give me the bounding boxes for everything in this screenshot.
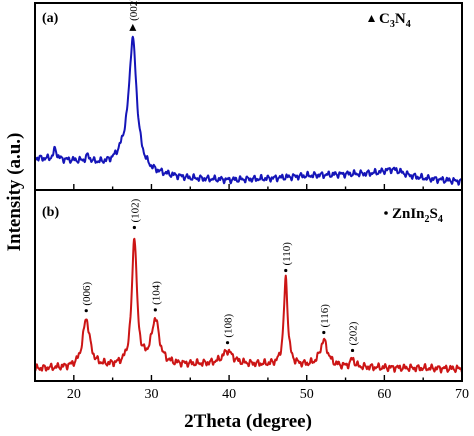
peak-label: (104) [150,281,162,305]
legend-a-mid: N [395,11,406,27]
x-tick-labels: 20 30 40 50 60 70 [67,387,469,402]
panel-b-legend: ZnIn2S4 [384,206,443,225]
peak-dot-marker [132,225,136,230]
legend-b-label: ZnIn [392,206,425,222]
xrd-curve-a [34,35,463,186]
x-tick-label: 70 [455,387,469,402]
peak-dot-marker [153,308,157,312]
peak-dot-marker [225,341,230,345]
panel-b-trace [34,237,463,374]
peak-label: (116) [319,304,331,328]
peak-label: (202) [348,321,360,345]
x-tick-label: 60 [377,387,391,402]
peak-label: (006) [81,282,93,306]
y-axis-label: Intensity (a.u.) [4,133,25,252]
peak-label: (108) [223,314,235,338]
x-tick-label: 50 [300,387,314,402]
legend-b-mid: S [430,206,438,222]
peak-label: (002) [128,0,140,21]
legend-a-sub2: 4 [406,19,411,30]
svg-text:C3N4: C3N4 [379,11,411,30]
xrd-curve-b [34,237,463,374]
x-tick-label: 40 [222,387,236,402]
peak-dot-marker [322,330,326,335]
panel-b-frame [34,189,463,382]
x-tick-label: 20 [67,387,81,402]
peak-label: (102) [129,198,141,222]
panel-a-annotations: (002) [128,0,140,31]
peak-triangle-marker [129,23,137,31]
triangle-marker-icon [368,15,375,22]
peak-dot-marker [350,348,355,353]
peak-label: (110) [281,242,293,266]
panel-b-annotations: (006) (102) (104) (108) (110) (116) (202) [81,198,360,353]
panel-a-label: (a) [42,11,59,26]
legend-a-sub1: 3 [390,19,395,30]
legend-b-sub1: 2 [425,214,430,225]
x-tick-label: 30 [144,387,158,402]
x-axis-label: 2Theta (degree) [184,411,312,432]
peak-dot-marker [84,309,88,313]
peak-dot-marker [284,268,288,273]
panel-a-trace [34,35,463,186]
panel-a-legend: C3N4 [368,11,411,30]
panel-b-label: (b) [42,205,59,220]
dot-marker-icon [384,211,388,215]
legend-b-sub2: 4 [438,214,443,225]
svg-text:ZnIn2S4: ZnIn2S4 [392,206,443,225]
legend-a-label: C [379,11,390,27]
